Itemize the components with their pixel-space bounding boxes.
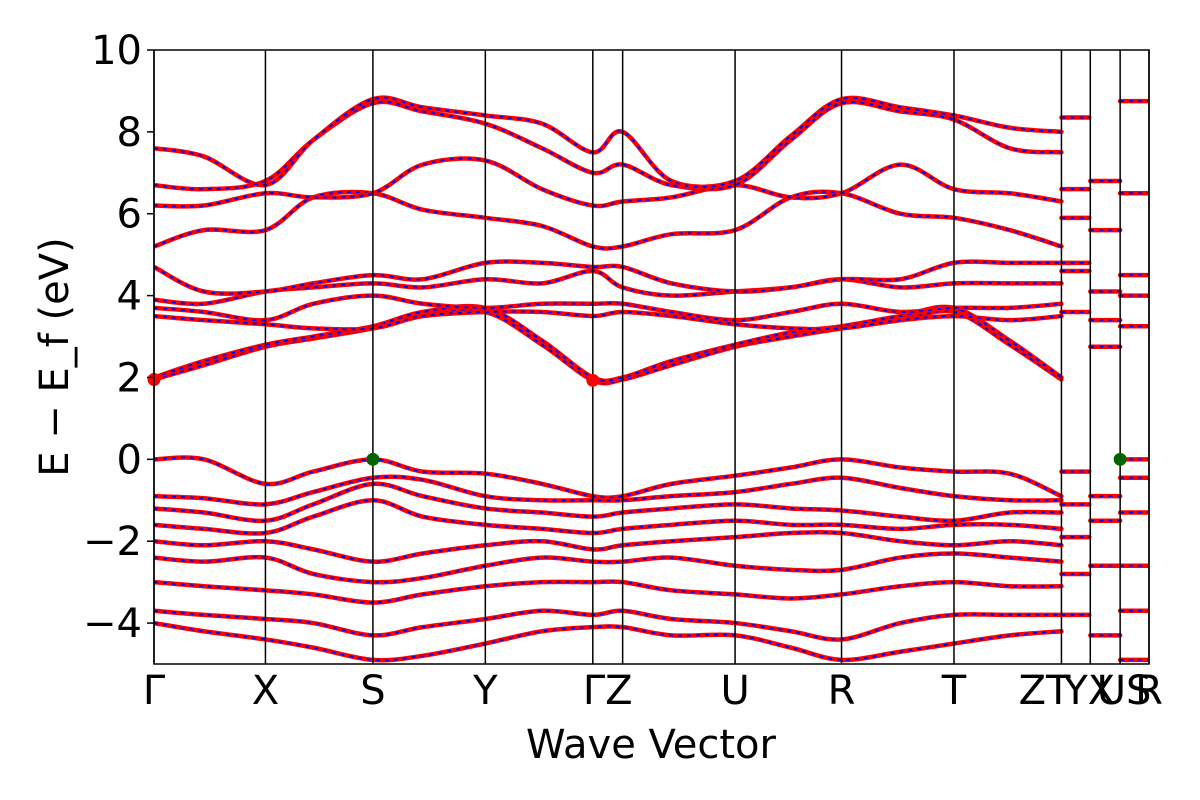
y-tick-label-1: 8 — [117, 110, 142, 156]
band-line-15-dash — [154, 552, 1062, 584]
band-line-3-dash — [154, 294, 1062, 322]
bands-layer — [154, 95, 1149, 663]
x-tick-label-1: X — [252, 668, 279, 714]
band-line-6 — [154, 189, 1064, 251]
x-tick-label-11: R — [1135, 668, 1163, 714]
x-tick-label-7: T — [941, 668, 967, 714]
plot-frame — [153, 49, 1150, 665]
x-tick-label-3: Y — [472, 668, 498, 714]
vbm-marker-1 — [1113, 452, 1127, 466]
x-tick-label-5: U — [720, 668, 749, 714]
vbm-marker-0 — [366, 452, 380, 466]
band-line-7 — [154, 156, 1064, 209]
band-line-4-dash — [154, 270, 1062, 306]
x-tick-label-2: S — [360, 668, 385, 714]
x-tick-label-6: R — [828, 668, 856, 714]
extremum-markers — [147, 373, 1127, 466]
y-axis-ticks: 10 8 6 4 2 0 −2 −4 — [83, 28, 154, 647]
band-line-10-dash — [154, 456, 1062, 499]
y-tick-label-2: 6 — [117, 192, 142, 238]
x-tick-label-8: ZT — [1019, 668, 1071, 714]
band-line-6-dash — [154, 190, 1062, 250]
y-tick-label-0: 10 — [91, 28, 142, 74]
band-line-8-dash — [154, 100, 1062, 191]
band-line-11-dash — [154, 475, 1062, 506]
band-line-2-dash — [154, 310, 1062, 331]
band-line-15 — [154, 551, 1064, 585]
band-line-0 — [154, 307, 1064, 386]
x-tick-label-10: US — [1097, 668, 1152, 714]
band-line-18 — [154, 620, 1064, 663]
band-line-14 — [154, 529, 1064, 564]
band-line-1-dash — [154, 305, 1063, 382]
y-tick-label-3: 4 — [117, 274, 142, 320]
band-line-13 — [154, 498, 1064, 536]
y-tick-label-4: 2 — [117, 355, 142, 401]
x-axis-title: Wave Vector — [526, 722, 777, 768]
x-tick-label-4: ΓZ — [583, 668, 633, 714]
x-tick-label-0: Γ — [143, 668, 166, 714]
y-tick-label-6: −2 — [83, 519, 142, 565]
band-line-9-dash — [154, 96, 1062, 188]
band-line-14-dash — [154, 531, 1062, 563]
band-line-18-dash — [154, 622, 1062, 662]
cbm-marker-3 — [586, 373, 600, 387]
band-line-16-dash — [154, 580, 1062, 604]
band-line-5-dash — [154, 260, 1062, 295]
band-line-0-dash — [154, 309, 1062, 385]
band-line-17-dash — [154, 609, 1062, 641]
y-tick-label-7: −4 — [83, 601, 142, 647]
band-line-12 — [154, 481, 1064, 524]
y-axis-title: E − E_f (eV) — [32, 237, 78, 476]
y-tick-label-5: 0 — [117, 437, 142, 483]
x-tick-label-9: YX — [1062, 668, 1115, 714]
